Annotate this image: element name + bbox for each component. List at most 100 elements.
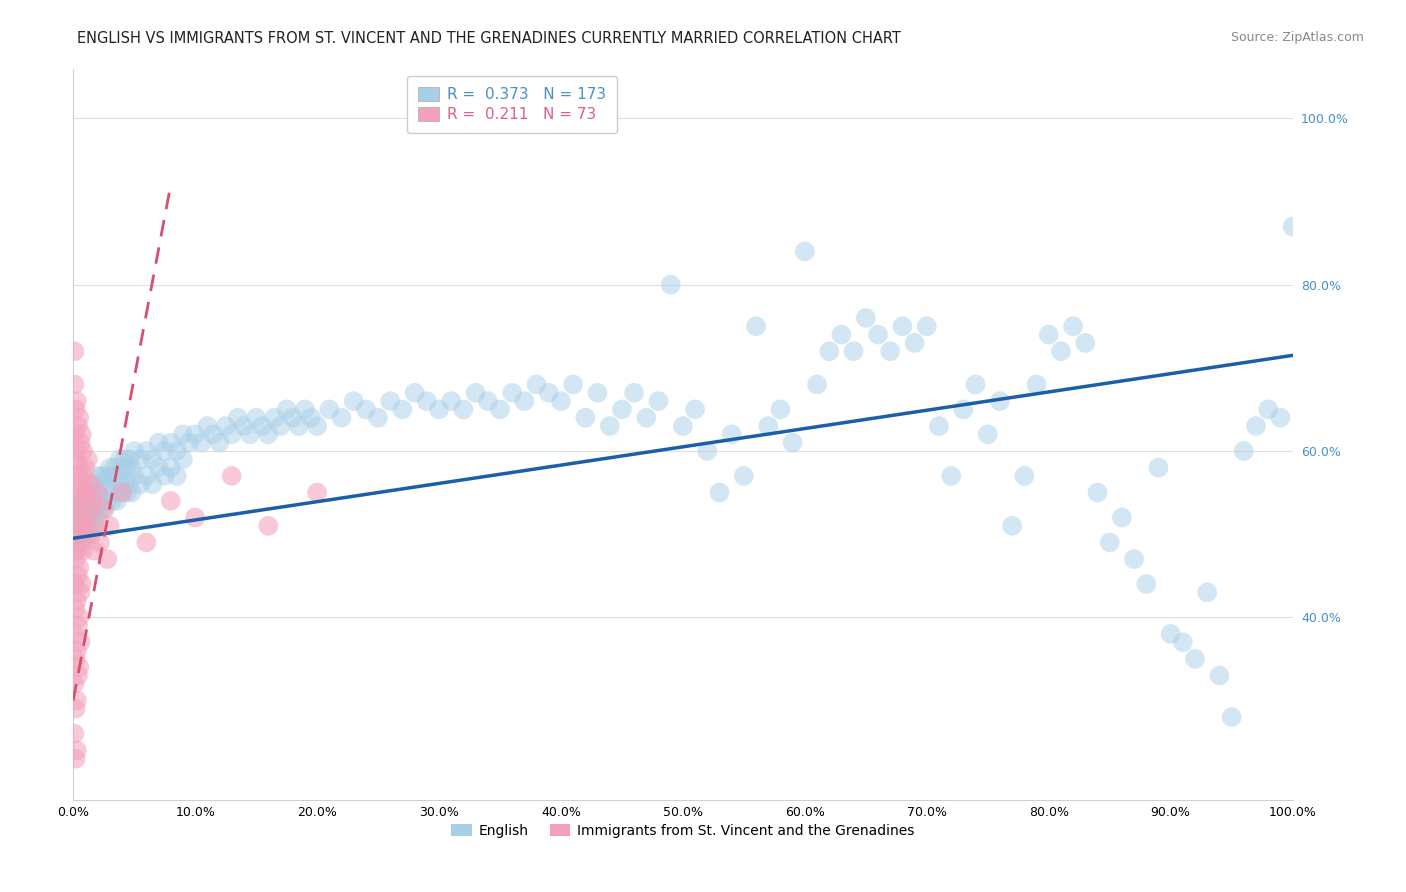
- Point: [122, 469, 145, 483]
- Point: [72, 543, 94, 558]
- Point: [257, 518, 280, 533]
- Point: [75, 460, 97, 475]
- Point: [98, 518, 121, 533]
- Point: [380, 394, 402, 409]
- Point: [1270, 410, 1292, 425]
- Point: [69, 435, 91, 450]
- Point: [276, 402, 298, 417]
- Point: [91, 494, 114, 508]
- Point: [76, 502, 98, 516]
- Point: [367, 410, 389, 425]
- Point: [245, 410, 267, 425]
- Point: [121, 460, 143, 475]
- Point: [65, 602, 87, 616]
- Point: [830, 327, 852, 342]
- Point: [69, 585, 91, 599]
- Point: [464, 385, 486, 400]
- Point: [96, 494, 118, 508]
- Point: [1135, 577, 1157, 591]
- Point: [70, 427, 93, 442]
- Point: [72, 518, 94, 533]
- Point: [101, 494, 124, 508]
- Point: [647, 394, 669, 409]
- Point: [177, 435, 200, 450]
- Point: [63, 377, 86, 392]
- Point: [550, 394, 572, 409]
- Point: [250, 419, 273, 434]
- Point: [79, 494, 101, 508]
- Point: [104, 460, 127, 475]
- Point: [115, 460, 138, 475]
- Point: [129, 452, 152, 467]
- Point: [63, 477, 86, 491]
- Point: [427, 402, 450, 417]
- Point: [111, 460, 134, 475]
- Point: [80, 527, 103, 541]
- Point: [65, 751, 87, 765]
- Point: [121, 485, 143, 500]
- Point: [86, 485, 108, 500]
- Point: [72, 494, 94, 508]
- Point: [65, 452, 87, 467]
- Point: [172, 452, 194, 467]
- Point: [84, 477, 107, 491]
- Point: [135, 469, 157, 483]
- Point: [153, 444, 176, 458]
- Point: [67, 668, 90, 682]
- Point: [159, 435, 181, 450]
- Point: [141, 452, 163, 467]
- Point: [166, 469, 188, 483]
- Point: [855, 310, 877, 325]
- Point: [82, 510, 104, 524]
- Point: [1281, 219, 1303, 234]
- Point: [65, 552, 87, 566]
- Point: [307, 419, 329, 434]
- Point: [903, 335, 925, 350]
- Point: [214, 419, 236, 434]
- Point: [112, 452, 135, 467]
- Point: [623, 385, 645, 400]
- Point: [75, 485, 97, 500]
- Point: [1050, 344, 1073, 359]
- Point: [73, 469, 96, 483]
- Point: [574, 410, 596, 425]
- Point: [440, 394, 463, 409]
- Point: [94, 477, 117, 491]
- Point: [915, 319, 938, 334]
- Point: [66, 593, 89, 607]
- Point: [1244, 419, 1267, 434]
- Point: [952, 402, 974, 417]
- Point: [67, 610, 90, 624]
- Point: [105, 494, 128, 508]
- Point: [148, 460, 170, 475]
- Point: [562, 377, 585, 392]
- Point: [67, 410, 90, 425]
- Point: [72, 494, 94, 508]
- Point: [195, 419, 218, 434]
- Point: [77, 502, 100, 516]
- Point: [76, 485, 98, 500]
- Point: [94, 502, 117, 516]
- Point: [79, 477, 101, 491]
- Point: [104, 485, 127, 500]
- Point: [67, 510, 90, 524]
- Point: [66, 494, 89, 508]
- Point: [73, 518, 96, 533]
- Point: [202, 427, 225, 442]
- Point: [67, 618, 90, 632]
- Point: [83, 518, 105, 533]
- Point: [89, 502, 111, 516]
- Point: [67, 494, 90, 508]
- Point: [66, 643, 89, 657]
- Point: [769, 402, 792, 417]
- Point: [190, 435, 212, 450]
- Point: [67, 568, 90, 582]
- Point: [1038, 327, 1060, 342]
- Point: [84, 518, 107, 533]
- Point: [263, 410, 285, 425]
- Point: [501, 385, 523, 400]
- Point: [65, 402, 87, 417]
- Point: [70, 577, 93, 591]
- Point: [659, 277, 682, 292]
- Point: [67, 460, 90, 475]
